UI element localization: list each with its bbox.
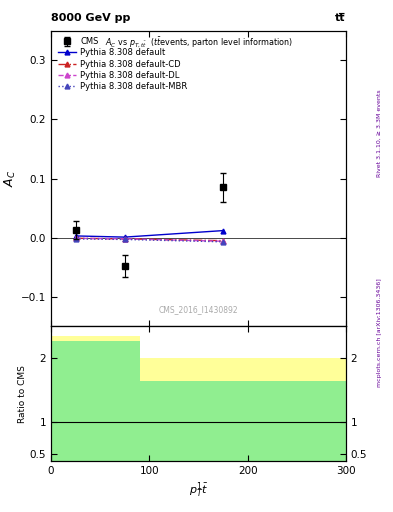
- Text: 8000 GeV pp: 8000 GeV pp: [51, 13, 130, 23]
- Y-axis label: Ratio to CMS: Ratio to CMS: [18, 365, 27, 422]
- X-axis label: $p_T^1\bar{t}$: $p_T^1\bar{t}$: [189, 481, 208, 500]
- Text: Rivet 3.1.10, ≥ 3.3M events: Rivet 3.1.10, ≥ 3.3M events: [377, 89, 382, 177]
- Text: tt̅: tt̅: [335, 13, 346, 23]
- Y-axis label: $A_C$: $A_C$: [3, 170, 18, 187]
- Legend: CMS, Pythia 8.308 default, Pythia 8.308 default-CD, Pythia 8.308 default-DL, Pyt: CMS, Pythia 8.308 default, Pythia 8.308 …: [54, 34, 191, 94]
- Text: CMS_2016_I1430892: CMS_2016_I1430892: [159, 306, 238, 314]
- Text: mcplots.cern.ch [arXiv:1306.3436]: mcplots.cern.ch [arXiv:1306.3436]: [377, 279, 382, 387]
- Text: $A_C$ vs $p_{T,t\bar{t}}$  ($t\bar{t}$events, parton level information): $A_C$ vs $p_{T,t\bar{t}}$ ($t\bar{t}$eve…: [105, 35, 292, 50]
